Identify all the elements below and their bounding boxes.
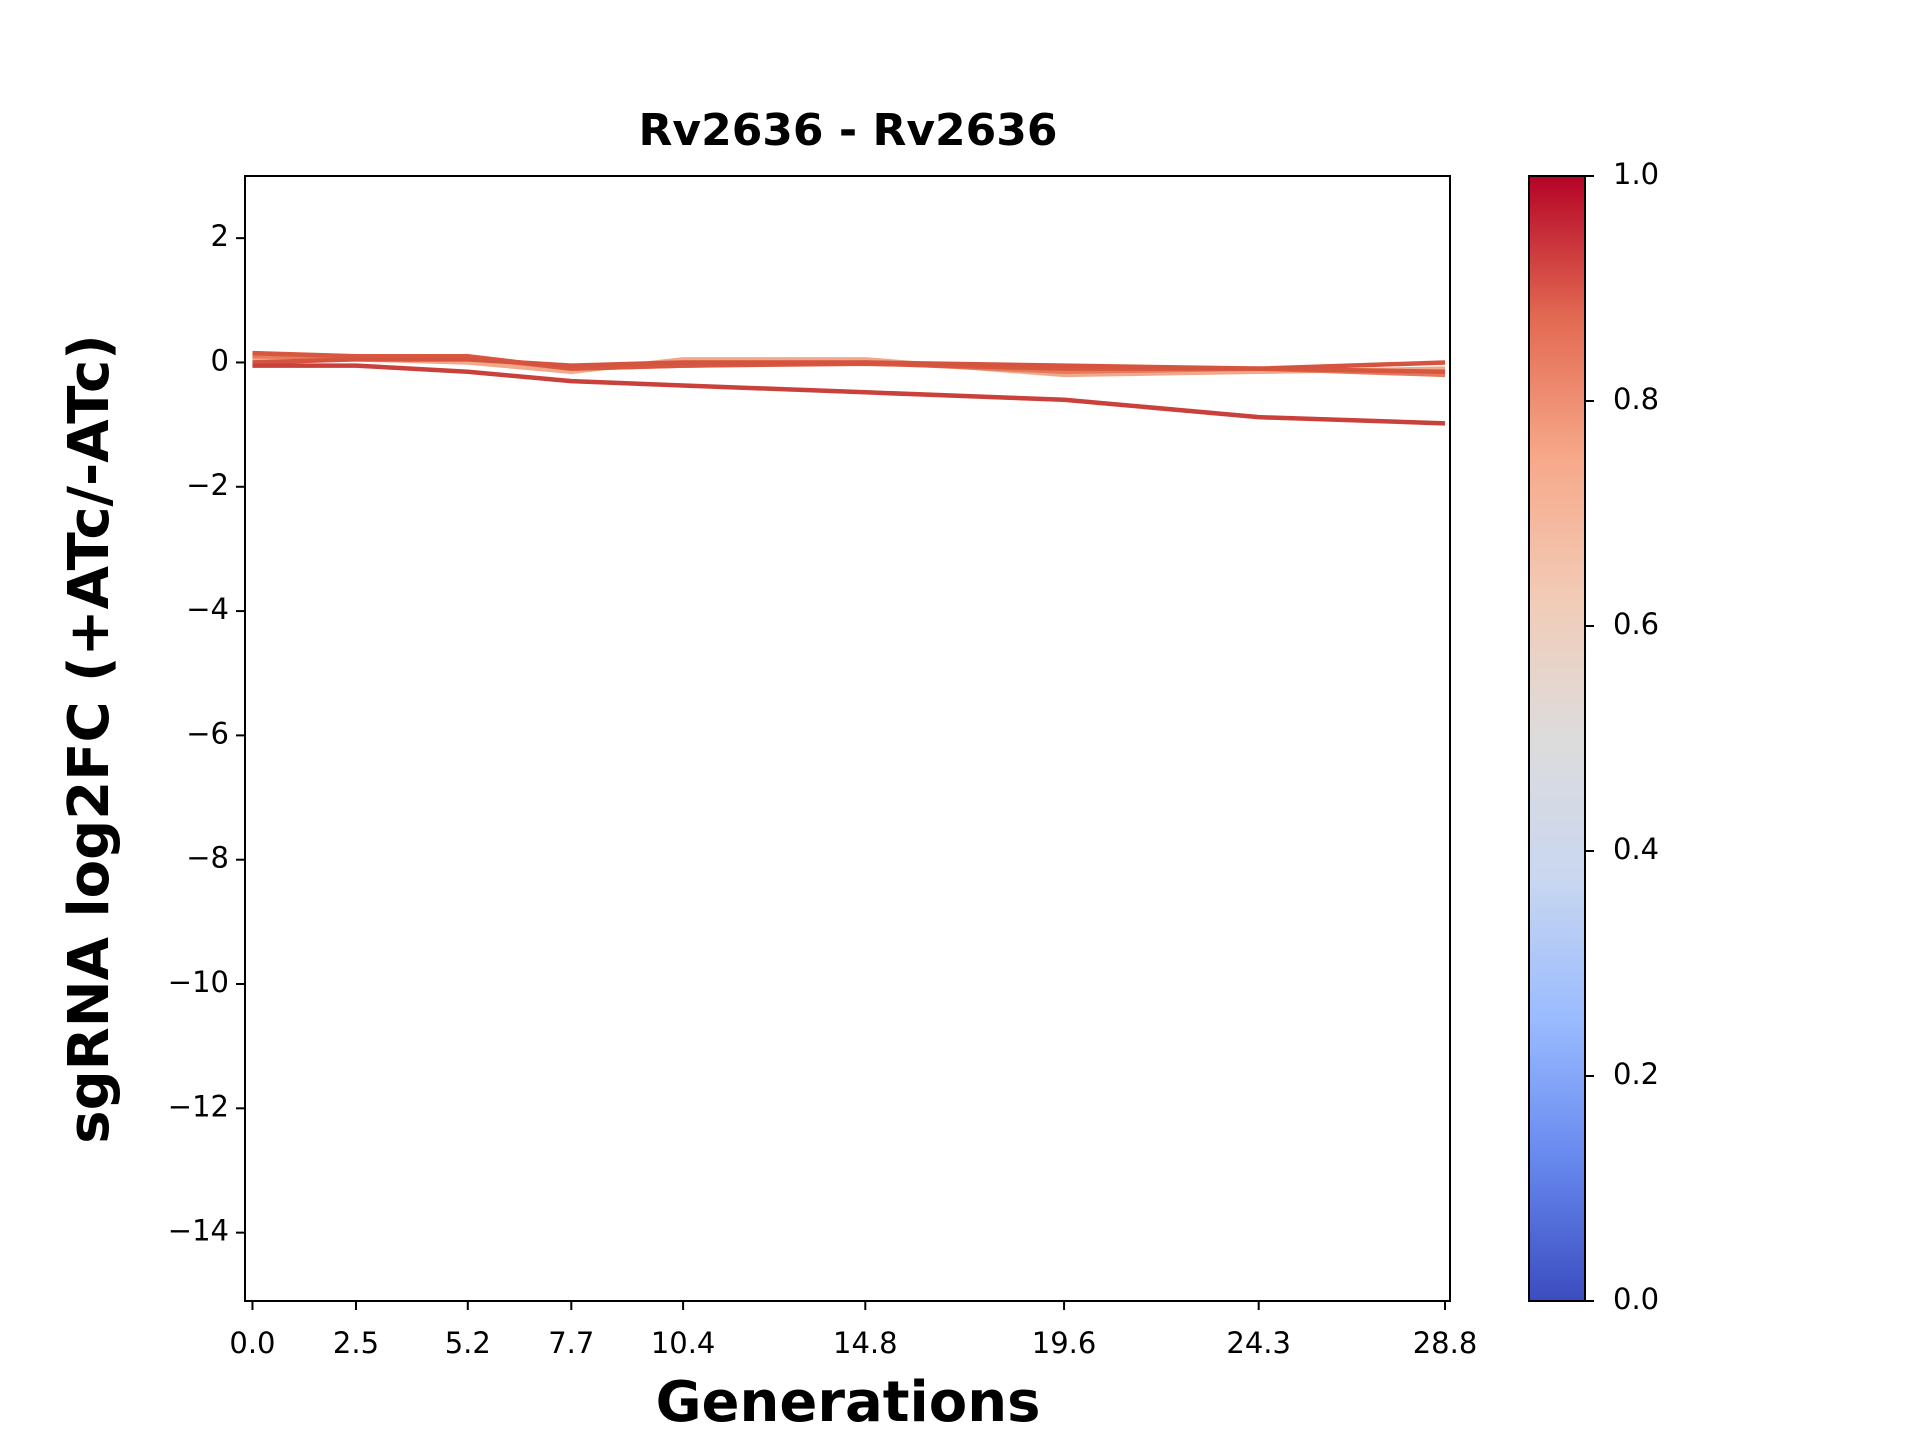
colorbar-tick-label: 1.0 xyxy=(1613,157,1659,191)
x-tick-label: 14.8 xyxy=(833,1326,898,1360)
y-tick-label: −14 xyxy=(168,1214,229,1248)
plot-area xyxy=(252,350,1446,426)
colorbar-tick-label: 0.8 xyxy=(1613,382,1659,416)
colorbar-tick-label: 0.6 xyxy=(1613,607,1659,641)
plot-frame xyxy=(244,175,1451,1302)
colorbar-tick-label: 0.0 xyxy=(1613,1282,1659,1316)
y-tick-label: −6 xyxy=(186,716,229,750)
y-tick-label: −4 xyxy=(186,592,229,626)
y-tick-label: 2 xyxy=(211,219,229,253)
x-tick-label: 5.2 xyxy=(445,1326,491,1360)
y-tick-label: −2 xyxy=(186,468,229,502)
x-tick-label: 24.3 xyxy=(1226,1326,1291,1360)
x-tick-label: 0.0 xyxy=(229,1326,275,1360)
x-tick-label: 19.6 xyxy=(1032,1326,1097,1360)
x-tick-label: 28.8 xyxy=(1413,1326,1478,1360)
x-tick-label: 2.5 xyxy=(333,1326,379,1360)
colorbar-tick-label: 0.4 xyxy=(1613,832,1659,866)
y-tick-label: 0 xyxy=(211,343,229,377)
x-axis-label: Generations xyxy=(656,1370,1041,1435)
colorbar xyxy=(1528,175,1586,1302)
y-tick-label: −12 xyxy=(168,1089,229,1123)
colorbar-tick-label: 0.2 xyxy=(1613,1057,1659,1091)
y-tick-label: −8 xyxy=(186,841,229,875)
y-axis-label: sgRNA log2FC (+ATc/-ATc) xyxy=(57,334,122,1144)
data-line xyxy=(252,357,1446,371)
chart-title: Rv2636 - Rv2636 xyxy=(639,105,1058,156)
data-line xyxy=(252,363,1446,426)
x-tick-label: 7.7 xyxy=(548,1326,594,1360)
x-tick-label: 10.4 xyxy=(651,1326,716,1360)
y-tick-label: −10 xyxy=(168,965,229,999)
